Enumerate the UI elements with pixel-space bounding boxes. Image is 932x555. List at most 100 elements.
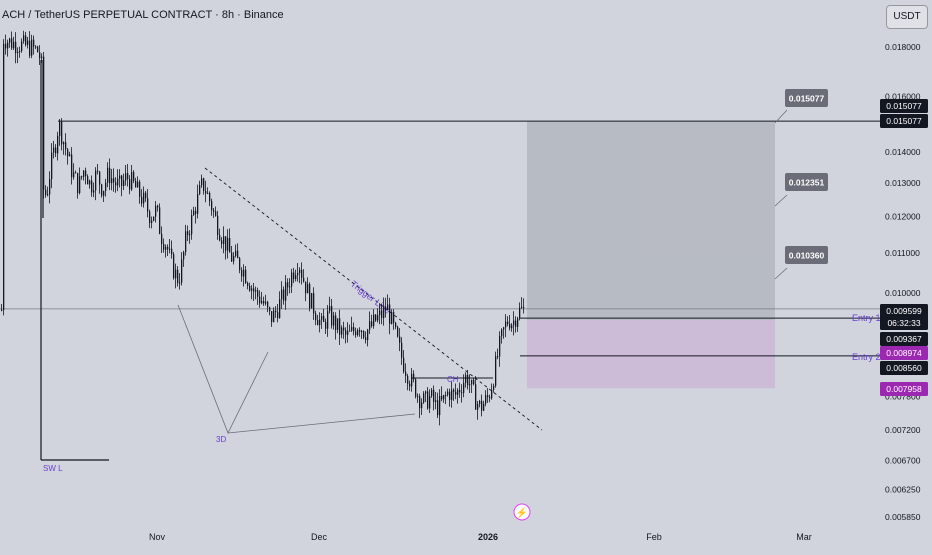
- price-tick-label: 0.011000: [885, 248, 920, 258]
- candle-body: [3, 43, 5, 311]
- candle-body: [39, 52, 41, 59]
- candle-body: [433, 389, 435, 402]
- candle-body: [165, 246, 167, 250]
- candle-body: [85, 170, 87, 177]
- candle-body: [343, 327, 345, 331]
- 3d-label: 3D: [216, 435, 226, 444]
- chart-area[interactable]: Entry 1 Entry 2 SW L 3D Trigger Line CH 0.0150…: [0, 0, 881, 524]
- candle-body: [19, 51, 21, 53]
- callout-connector-2: [774, 194, 788, 207]
- candle-body: [365, 337, 367, 341]
- price-label-value: 0.015077: [886, 101, 922, 111]
- candle-body: [517, 318, 519, 327]
- candle-body: [395, 322, 397, 328]
- trigger-line-label: Trigger Line: [349, 279, 393, 316]
- trigger-line: [204, 167, 543, 431]
- candle-body: [283, 289, 285, 301]
- candle-body: [319, 319, 321, 326]
- candle-body: [17, 51, 19, 54]
- candle-body: [181, 259, 183, 283]
- candle-body: [119, 175, 121, 179]
- candle-body: [393, 312, 395, 323]
- candle-body: [129, 178, 131, 190]
- candle-body: [471, 379, 473, 385]
- candle-body: [209, 192, 211, 202]
- price-label-box: [880, 99, 928, 113]
- candle-body: [519, 307, 521, 319]
- price-tick-label: 0.005850: [885, 512, 921, 522]
- time-tick-label: Dec: [311, 532, 328, 542]
- candle-body: [143, 192, 145, 204]
- price-tick-label: 0.012000: [885, 212, 921, 222]
- candle-body: [141, 196, 143, 204]
- candle-body: [229, 237, 231, 253]
- candle-body: [475, 384, 477, 410]
- candle-body: [419, 396, 421, 409]
- candle-body: [295, 275, 297, 280]
- candle-body: [65, 142, 67, 150]
- candle-body: [373, 314, 375, 327]
- candle-body: [167, 246, 169, 250]
- price-label-value: 0.009599: [886, 306, 922, 316]
- price-axis[interactable]: 0.018000 0.016000 0.014000 0.013000 0.012000…: [880, 0, 932, 524]
- price-plot[interactable]: Entry 1 Entry 2 SW L 3D Trigger Line CH 0.0150…: [0, 0, 881, 524]
- candle-body: [457, 389, 459, 395]
- candle-body: [359, 330, 361, 332]
- candle-body: [507, 321, 509, 325]
- candle-body: [215, 211, 217, 216]
- candle-body: [57, 135, 59, 154]
- candle-body: [225, 236, 227, 251]
- candle-body: [391, 312, 393, 324]
- candle-body: [55, 147, 57, 154]
- candle-body: [163, 244, 165, 250]
- candle-body: [45, 189, 47, 195]
- time-tick-label: Feb: [646, 532, 662, 542]
- candle-body: [169, 248, 171, 250]
- candle-body: [417, 396, 419, 398]
- candle-body: [489, 397, 491, 399]
- candle-body: [171, 248, 173, 255]
- candle-body: [437, 400, 439, 416]
- candle-body: [191, 215, 193, 235]
- candle-body: [47, 194, 49, 196]
- candle-body: [401, 342, 403, 358]
- candles: [1, 30, 525, 426]
- candle-body: [197, 194, 199, 214]
- candle-body: [133, 171, 135, 182]
- candle-body: [521, 306, 523, 308]
- time-axis[interactable]: Nov Dec 2026 Feb Mar: [0, 524, 932, 550]
- candle-body: [223, 236, 225, 244]
- candle-body: [505, 321, 507, 328]
- candle-body: [473, 379, 475, 385]
- candle-body: [81, 176, 83, 178]
- price-label-value: 0.007958: [886, 384, 922, 394]
- candle-body: [121, 175, 123, 186]
- time-axis-svg: Nov Dec 2026 Feb Mar: [149, 532, 812, 542]
- price-tick-label: 0.013000: [885, 178, 921, 188]
- candle-body: [337, 318, 339, 330]
- candle-body: [347, 330, 349, 335]
- candle-body: [139, 181, 141, 197]
- candle-body: [69, 154, 71, 157]
- symbol-title[interactable]: ACH / TetherUS PERPETUAL CONTRACT · 8h ·…: [2, 9, 284, 21]
- candle-body: [355, 331, 357, 336]
- candle-body: [37, 46, 39, 53]
- candle-body: [491, 389, 493, 399]
- candle-body: [291, 272, 293, 287]
- candle-body: [87, 176, 89, 185]
- callout-text: 0.015077: [789, 94, 825, 104]
- currency-button[interactable]: USDT: [886, 5, 928, 29]
- candle-body: [341, 327, 343, 335]
- candle-body: [159, 207, 161, 234]
- candle-body: [259, 296, 261, 304]
- candle-body: [97, 170, 99, 172]
- candle-body: [187, 231, 189, 236]
- candle-body: [385, 306, 387, 310]
- candle-body: [127, 173, 129, 179]
- candle-body: [353, 327, 355, 332]
- candle-body: [501, 329, 503, 337]
- candle-body: [35, 46, 37, 48]
- candle-body: [387, 304, 389, 310]
- candle-body: [211, 201, 213, 211]
- time-tick-label: 2026: [478, 532, 498, 542]
